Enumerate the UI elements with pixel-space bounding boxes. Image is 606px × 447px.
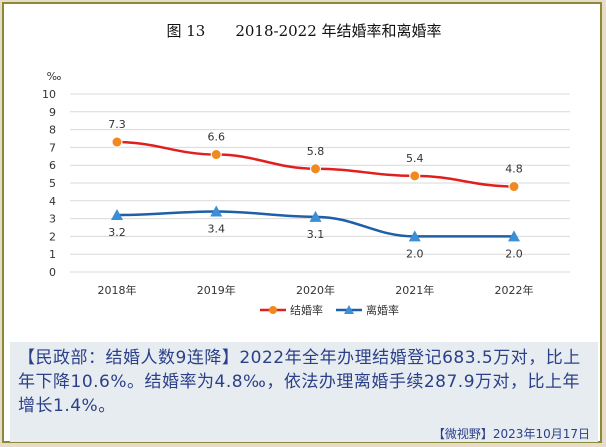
data-point-marker xyxy=(409,170,421,182)
data-point-marker xyxy=(111,136,123,148)
data-point-marker xyxy=(408,230,421,242)
x-tick-label: 2020年 xyxy=(296,283,335,297)
y-tick-label: 2 xyxy=(49,230,56,243)
legend-label: 离婚率 xyxy=(366,303,399,317)
x-tick-label: 2019年 xyxy=(197,283,236,297)
legend-marker xyxy=(344,305,354,314)
data-label: 7.3 xyxy=(108,118,126,131)
y-tick-label: 8 xyxy=(49,124,56,137)
y-tick-label: 0 xyxy=(49,266,56,279)
data-label: 5.8 xyxy=(307,145,325,158)
data-label: 3.2 xyxy=(108,226,126,239)
data-point-marker xyxy=(210,149,222,161)
chart-area: 图 13 2018-2022 年结婚率和离婚率 ‰ 0 1 2 3 4 5 6 7 8 9 10 201… xyxy=(10,10,598,328)
data-label: 4.8 xyxy=(505,163,523,176)
y-tick-label: 6 xyxy=(49,159,56,172)
data-label: 5.4 xyxy=(406,152,424,165)
data-point-marker xyxy=(508,230,520,242)
x-tick-label: 2018年 xyxy=(98,283,137,297)
y-tick-label: 5 xyxy=(49,177,56,190)
x-tick-label: 2021年 xyxy=(395,283,434,297)
y-tick-label: 1 xyxy=(49,248,56,261)
y-tick-label: 7 xyxy=(49,141,56,154)
data-point-marker xyxy=(508,181,520,193)
data-point-marker xyxy=(210,205,223,217)
y-tick-label: 4 xyxy=(49,195,56,208)
frame: 图 13 2018-2022 年结婚率和离婚率 ‰ 0 1 2 3 4 5 6 7 8 9 10 201… xyxy=(2,2,602,443)
line-chart: ‰ 0 1 2 3 4 5 6 7 8 9 10 2018年 2019年 2020年 2021年 2022年 7.… xyxy=(42,70,570,317)
y-tick-label: 9 xyxy=(49,106,56,119)
x-tick-label: 2022年 xyxy=(495,283,534,297)
legend-marker xyxy=(269,306,277,314)
data-label: 3.1 xyxy=(307,228,325,241)
chart-title: 图 13 2018-2022 年结婚率和离婚率 xyxy=(166,22,442,40)
legend-label: 结婚率 xyxy=(290,303,323,317)
data-point-marker xyxy=(309,210,322,222)
caption: 【民政部：结婚人数9连降】2022年全年办理结婚登记683.5万对，比上年下降1… xyxy=(10,342,598,426)
data-label: 3.4 xyxy=(208,222,226,235)
data-point-marker xyxy=(111,209,123,221)
data-label: 6.6 xyxy=(208,131,226,144)
footer-source: 【微视野】2023年10月17日 xyxy=(10,426,598,442)
data-label: 2.0 xyxy=(505,247,523,260)
y-tick-label: 10 xyxy=(42,88,56,101)
y-axis-unit: ‰ xyxy=(47,70,62,83)
y-tick-label: 3 xyxy=(49,213,56,226)
data-label: 2.0 xyxy=(406,247,424,260)
data-point-marker xyxy=(310,163,321,175)
